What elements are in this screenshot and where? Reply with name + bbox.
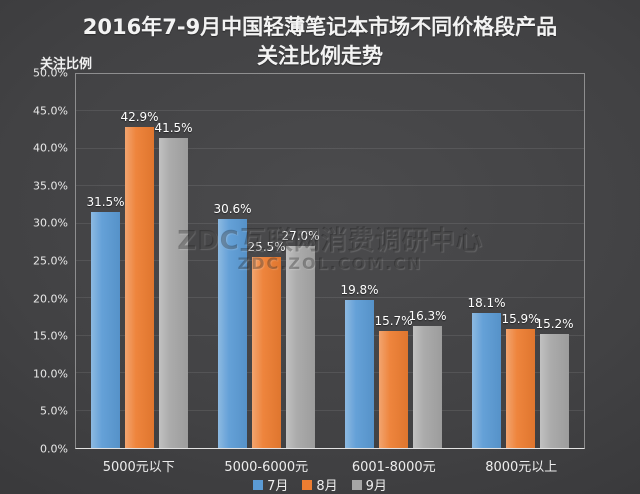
legend-label: 9月	[365, 479, 387, 494]
legend-swatch-icon	[302, 479, 313, 490]
gridline	[76, 185, 584, 187]
bar-value-label: 31.5%	[86, 195, 125, 210]
chart-title-line1: 2016年7-9月中国轻薄笔记本市场不同价格段产品	[82, 15, 558, 39]
gridline	[76, 334, 584, 336]
y-tick-label: 35.0%	[33, 179, 68, 193]
gridline	[76, 147, 584, 149]
x-category-label: 6001-8000元	[351, 460, 436, 475]
bar-value-label: 25.5%	[247, 240, 286, 255]
y-tick-label: 25.0%	[33, 254, 68, 268]
bar-8月: 15.9%	[501, 312, 540, 448]
legend-label: 7月	[267, 479, 289, 494]
bar-9月: 16.3%	[408, 309, 447, 448]
legend-label: 8月	[316, 479, 338, 494]
gridline	[76, 222, 584, 224]
bar-9月: 27.0%	[281, 229, 320, 448]
plot-area: 31.5% 42.9% 41.5% 30.6% 25.5% 27.0% 19.8% 15.7%…	[75, 73, 585, 449]
bar-value-label: 18.1%	[467, 295, 506, 310]
y-tick-label: 0.0%	[40, 442, 68, 456]
bar-8月: 25.5%	[247, 240, 286, 448]
bar-group: 31.5% 42.9% 41.5%	[76, 74, 203, 449]
bar-value-label: 15.7%	[374, 313, 413, 328]
bar-value-label: 41.5%	[154, 120, 193, 135]
legend: 7月 8月 9月	[0, 475, 640, 494]
gridline	[76, 110, 584, 112]
bar-group: 18.1% 15.9% 15.2%	[457, 74, 584, 449]
bar-value-label: 16.3%	[408, 309, 447, 324]
y-tick-label: 50.0%	[33, 66, 68, 80]
gridline	[76, 297, 584, 299]
bar-7月: 19.8%	[340, 283, 379, 449]
bar-9月: 15.2%	[535, 317, 574, 448]
gridline	[76, 260, 584, 261]
y-tick-label: 10.0%	[33, 367, 68, 381]
y-tick-label: 30.0%	[33, 216, 68, 230]
y-tick-label: 45.0%	[33, 104, 68, 118]
x-category-label: 5000-6000元	[224, 460, 309, 475]
bar-groups: 31.5% 42.9% 41.5% 30.6% 25.5% 27.0% 19.8% 15.7%…	[76, 74, 584, 449]
y-tick-label: 5.0%	[40, 404, 68, 418]
bar-7月: 31.5%	[86, 195, 125, 448]
legend-item-9月: 9月	[351, 475, 387, 494]
bar-7月: 30.6%	[213, 202, 252, 448]
bar-value-label: 15.9%	[501, 312, 540, 327]
bar-value-label: 42.9%	[120, 110, 159, 125]
x-category-label: 5000元以下	[102, 460, 175, 475]
y-tick-label: 15.0%	[33, 329, 68, 343]
legend-swatch-icon	[351, 479, 362, 490]
legend-item-8月: 8月	[302, 475, 338, 494]
bar-9月: 41.5%	[154, 121, 193, 449]
y-tick-label: 20.0%	[33, 292, 68, 306]
bar-8月: 15.7%	[374, 314, 413, 449]
bar-value-label: 19.8%	[340, 282, 379, 297]
chart-title: 2016年7-9月中国轻薄笔记本市场不同价格段产品 关注比例走势	[0, 13, 640, 71]
bar-group: 30.6% 25.5% 27.0%	[203, 74, 330, 448]
legend-item-7月: 7月	[253, 475, 288, 494]
y-axis-ticks: 0.0% 5.0% 10.0% 15.0% 20.0% 25.0% 30.0% 35.0% 40…	[0, 67, 68, 456]
gridline	[76, 409, 584, 411]
gridline	[76, 372, 584, 374]
legend-swatch-icon	[253, 479, 264, 490]
bar-value-label: 27.0%	[281, 229, 320, 244]
chart-title-line2: 关注比例走势	[257, 44, 383, 68]
bar-8月: 42.9%	[120, 110, 159, 448]
x-category-label: 8000元以上	[485, 460, 558, 475]
bar-7月: 18.1%	[467, 296, 506, 449]
bar-value-label: 30.6%	[213, 202, 252, 217]
y-tick-label: 40.0%	[33, 141, 68, 155]
x-axis-category-labels: 5000元以下 5000-6000元 6001-8000元 8000元以上	[75, 456, 585, 475]
bar-value-label: 15.2%	[535, 317, 574, 332]
y-axis-title: 关注比例	[40, 57, 93, 72]
bar-group: 19.8% 15.7% 16.3%	[330, 74, 457, 449]
